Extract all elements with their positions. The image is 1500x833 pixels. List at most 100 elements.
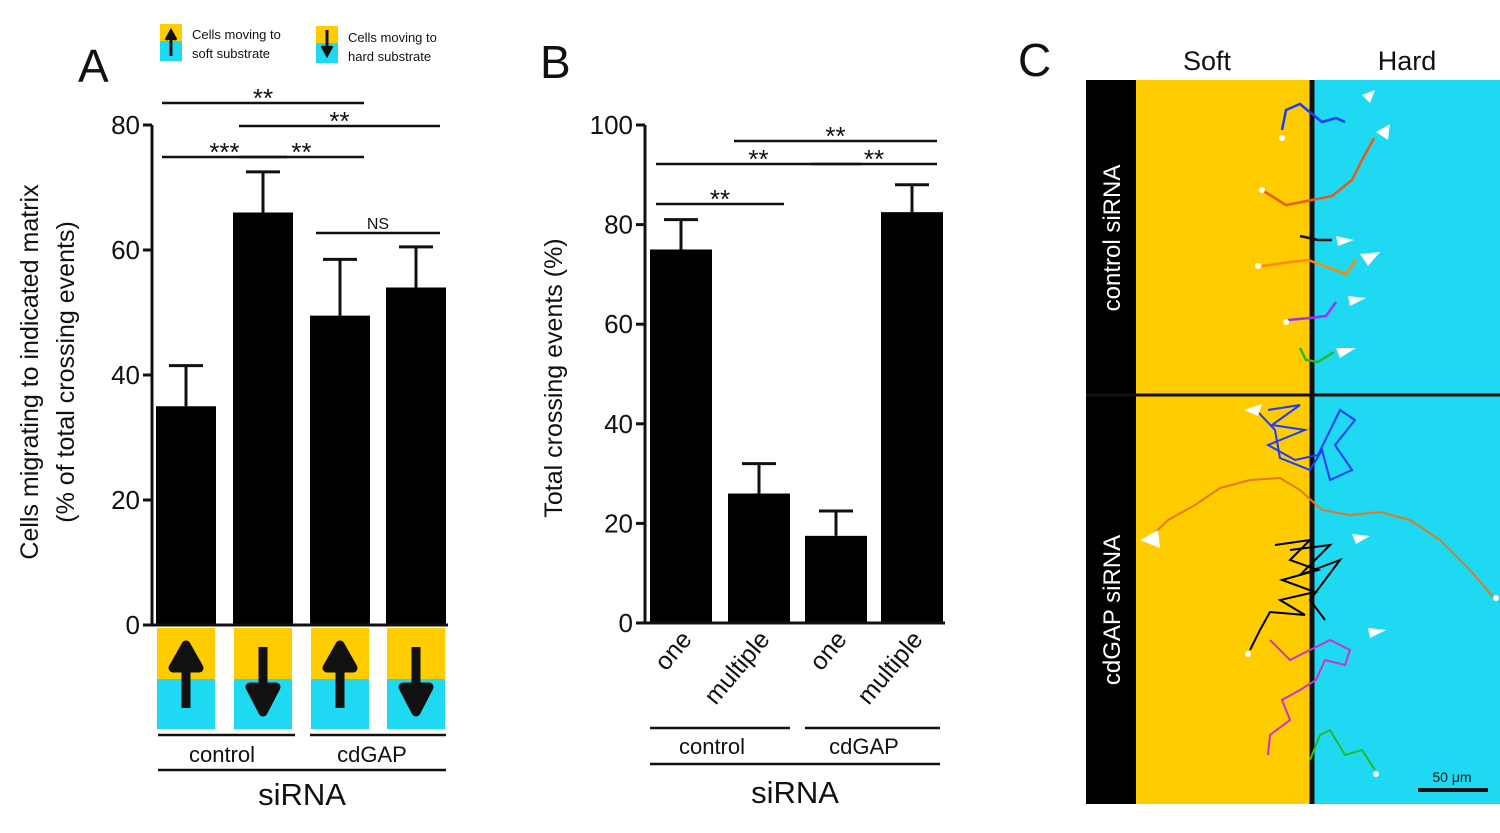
y-tick-label: 20 xyxy=(111,485,140,515)
y-tick-label: 60 xyxy=(111,235,140,265)
bar xyxy=(805,535,867,623)
x-tick-label: one xyxy=(649,626,697,676)
significance-label: ** xyxy=(253,83,273,113)
bar xyxy=(728,493,790,623)
bar xyxy=(650,249,712,623)
arrowhead-icon xyxy=(1348,296,1366,306)
y-tick-label: 0 xyxy=(619,608,633,638)
x-axis-label-b: siRNA xyxy=(751,775,839,810)
hard-region xyxy=(1314,80,1500,804)
y-tick-label: 20 xyxy=(604,508,633,538)
arrowhead-icon xyxy=(1376,124,1390,140)
track-start-dot xyxy=(1279,135,1285,141)
arrowhead-icon xyxy=(1360,252,1380,266)
significance-label: ** xyxy=(329,106,349,136)
bars-b xyxy=(645,183,945,625)
arrowhead-icon xyxy=(1336,348,1356,358)
y-tick-label: 100 xyxy=(590,110,633,140)
y-axis-label-b: Total crossing events (%) xyxy=(540,238,568,517)
row-label-strip xyxy=(1086,80,1136,804)
y-tick-label: 0 xyxy=(126,610,140,640)
x-tick-label: multiple xyxy=(852,626,929,710)
down-arrow-icon xyxy=(245,647,281,717)
track-endpoints xyxy=(1140,90,1499,777)
y-tick-label: 60 xyxy=(604,309,633,339)
significance-label: *** xyxy=(209,137,239,167)
significance-label: ** xyxy=(864,144,884,174)
bars-a xyxy=(152,170,448,627)
x-tick-label: multiple xyxy=(699,626,776,710)
track xyxy=(1261,137,1376,207)
track xyxy=(1261,258,1358,276)
panel-a: A Cells moving to soft substrate Cells m… xyxy=(16,24,448,812)
track xyxy=(1287,301,1338,322)
x-tick-label: one xyxy=(804,626,852,676)
significance-a: ******* **NS xyxy=(162,83,440,235)
legend-up-arrow-icon xyxy=(164,27,178,56)
track-start-dot xyxy=(1255,263,1261,269)
track xyxy=(1299,234,1332,242)
bar xyxy=(156,406,216,625)
significance-label: ** xyxy=(291,137,311,167)
legend-soft-line1: Cells moving to xyxy=(192,27,281,42)
panel-b: B Total crossing events (%) 0 20 40 60 80 100… xyxy=(540,36,945,810)
x-tick-labels-b: one multiple one multiple xyxy=(649,626,928,710)
significance-b: ** ** ** ** xyxy=(656,121,937,214)
y-axis-b: 0 20 40 60 80 100 xyxy=(590,110,647,638)
row-label-control: control siRNA xyxy=(1099,165,1126,312)
down-arrow-icon xyxy=(398,647,434,717)
track-start-dot xyxy=(1283,319,1289,325)
row-label-cdgap: cdGAP siRNA xyxy=(1099,535,1126,685)
up-arrow-icon xyxy=(322,640,358,708)
significance-label: NS xyxy=(367,216,389,233)
y-axis-a: 0 20 40 60 80 xyxy=(111,110,154,640)
arrowhead-icon xyxy=(1352,534,1370,544)
legend: Cells moving to soft substrate Cells mov… xyxy=(160,24,437,64)
y-tick-label: 80 xyxy=(111,110,140,140)
bar xyxy=(310,315,370,625)
panel-label-c: C xyxy=(1018,34,1051,86)
soft-region xyxy=(1136,80,1314,804)
legend-hard-line2: hard substrate xyxy=(348,49,431,64)
column-label-soft: Soft xyxy=(1183,46,1232,76)
track-start-dot xyxy=(1493,595,1499,601)
y-axis-label-a-line1: Cells migrating to indicated matrix xyxy=(16,184,44,560)
bar xyxy=(881,212,943,623)
up-arrow-icon xyxy=(168,640,204,708)
track-start-dot xyxy=(1245,651,1251,657)
track xyxy=(1144,476,1495,599)
significance-label: ** xyxy=(748,144,768,174)
arrowhead-icon xyxy=(1362,90,1375,103)
legend-soft-line2: soft substrate xyxy=(192,46,270,61)
track xyxy=(1249,538,1343,651)
panel-c: C Soft Hard control siRNA cdGAP siRNA xyxy=(1018,34,1500,804)
legend-down-arrow-icon xyxy=(320,30,334,59)
y-tick-label: 40 xyxy=(604,409,633,439)
y-axis-label-a-line2: (% of total crossing events) xyxy=(52,221,80,523)
control-tracks xyxy=(1261,102,1376,364)
panel-label-a: A xyxy=(78,40,109,92)
column-label-hard: Hard xyxy=(1378,46,1437,76)
y-tick-label: 80 xyxy=(604,210,633,240)
direction-icons-a xyxy=(157,628,445,729)
group-label-control-b: control xyxy=(679,734,745,759)
y-tick-label: 40 xyxy=(111,360,140,390)
scale-bar-label: 50 μm xyxy=(1432,769,1471,785)
significance-label: ** xyxy=(710,184,730,214)
bar xyxy=(233,212,293,625)
panel-label-b: B xyxy=(540,36,571,88)
track-start-dot xyxy=(1259,187,1265,193)
track xyxy=(1280,102,1346,131)
track-start-dot xyxy=(1373,771,1379,777)
track xyxy=(1309,728,1376,771)
x-axis-label-a: siRNA xyxy=(258,777,346,812)
legend-hard-line1: Cells moving to xyxy=(348,30,437,45)
arrowhead-icon xyxy=(1368,628,1386,638)
significance-label: ** xyxy=(825,121,845,151)
track xyxy=(1267,638,1352,756)
cdgap-tracks xyxy=(1144,404,1495,771)
track xyxy=(1257,404,1357,482)
track xyxy=(1298,347,1335,364)
group-label-cdgap-b: cdGAP xyxy=(829,734,899,759)
